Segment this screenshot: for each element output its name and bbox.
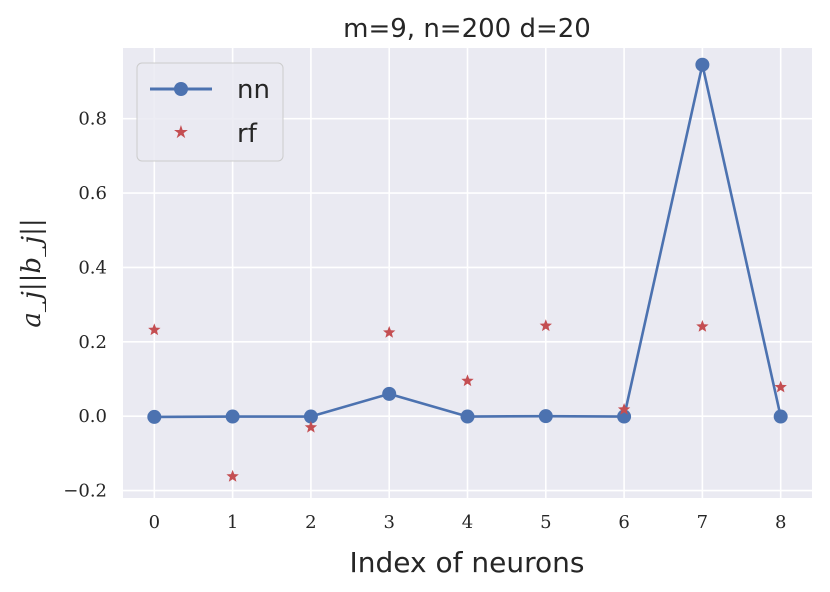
x-tick-label: 8: [775, 512, 786, 533]
series-rf-point: [226, 469, 239, 482]
x-tick-label: 1: [227, 512, 238, 533]
series-layer: [147, 57, 788, 482]
series-rf-point: [696, 320, 709, 332]
x-tick-label: 6: [618, 512, 629, 533]
series-nn-point: [303, 409, 318, 424]
x-tick-label: 5: [540, 512, 551, 533]
legend: nn ★ rf: [136, 62, 284, 162]
x-axis-label: Index of neurons: [350, 546, 585, 579]
x-tick-label: 2: [305, 512, 316, 533]
legend-rf-label: rf: [237, 119, 258, 149]
series-nn-point: [538, 409, 553, 424]
x-tick-label: 3: [383, 512, 394, 533]
series-nn-point: [225, 409, 240, 424]
series-nn-point: [382, 386, 397, 401]
y-tick-label: 0.4: [78, 257, 107, 278]
series-nn-point: [460, 409, 475, 424]
series-rf-point: [617, 402, 631, 415]
legend-nn-marker: [174, 82, 188, 96]
x-tick-label: 7: [697, 512, 708, 533]
y-tick-label: 0.6: [78, 183, 107, 204]
tick-labels: 0 1 2 3 4 5 6 7 8 −0.2 0.0 0.2 0.4 0.6 0.8: [63, 109, 786, 533]
series-nn-point: [695, 57, 710, 72]
y-tick-label: 0.2: [78, 332, 107, 353]
x-tick-label: 4: [462, 512, 473, 533]
y-axis-label: a_j||b_j||: [17, 218, 47, 327]
series-rf-point: [383, 326, 396, 338]
series-rf-point: [539, 319, 552, 332]
legend-nn-label: nn: [237, 75, 270, 105]
series-rf-point: [774, 380, 787, 393]
series-nn-point: [617, 409, 632, 424]
y-tick-label: 0.0: [78, 406, 107, 427]
y-tick-label: −0.2: [63, 481, 107, 502]
x-tick-label: 0: [149, 512, 160, 533]
y-tick-label: 0.8: [78, 109, 107, 130]
series-rf-point: [304, 420, 318, 433]
chart-title: m=9, n=200 d=20: [343, 14, 591, 44]
series-nn-point: [147, 409, 162, 424]
series-nn-point: [773, 409, 788, 424]
series-rf-point: [461, 374, 474, 387]
legend-rf-marker: ★: [173, 122, 189, 143]
series-rf-point: [148, 323, 161, 336]
